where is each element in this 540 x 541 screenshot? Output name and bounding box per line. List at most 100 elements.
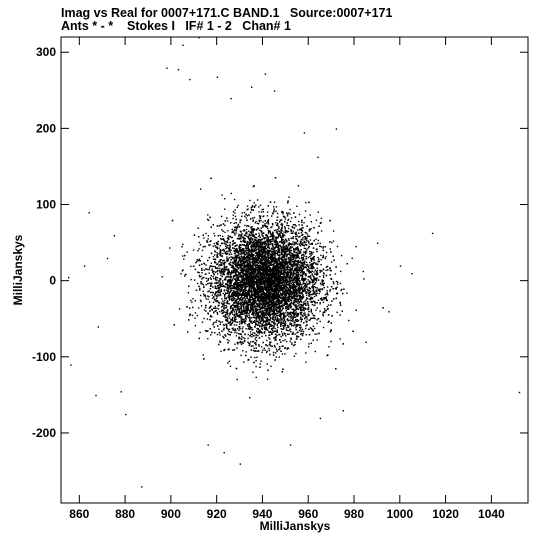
data-point-329 [210,334,212,336]
data-point-75 [261,294,264,296]
data-point-4688 [301,221,303,223]
data-point-560 [301,270,303,273]
data-point-4420 [266,378,269,380]
data-point-4858 [283,243,285,245]
data-point-524 [243,320,246,322]
data-point-1278 [213,265,215,268]
data-point-312 [281,224,284,226]
data-point-1370 [302,315,304,318]
data-point-3892 [229,284,232,287]
data-point-4968 [266,211,269,213]
data-point-807 [211,282,213,284]
data-point-497 [219,340,221,342]
data-point-1448 [220,274,222,276]
data-point-4436 [311,312,313,315]
data-point-20 [296,332,298,334]
data-point-3905 [230,264,233,266]
data-point-413 [303,236,305,238]
data-point-4150 [313,295,316,298]
data-point-3964 [262,274,264,276]
data-point-113 [316,287,318,289]
data-point-4596 [182,255,184,257]
data-point-748 [296,297,298,299]
data-point-4327 [249,258,251,261]
data-point-712 [324,257,326,260]
data-point-1349 [326,286,329,288]
data-point-4751 [242,262,244,264]
data-point-268 [235,283,238,285]
data-point-3811 [252,300,254,303]
data-point-4497 [226,281,229,284]
data-point-4078 [282,296,285,298]
data-point-951 [222,335,224,338]
data-point-4222 [247,272,250,275]
data-point-214 [274,307,276,309]
data-point-1040 [255,266,257,269]
data-point-4172 [252,349,255,352]
data-point-1434 [295,295,297,297]
data-point-1179 [235,309,237,311]
data-point-1277 [272,288,275,290]
data-point-85 [297,291,300,293]
data-point-4563 [296,257,298,259]
data-point-4980 [235,275,237,277]
data-point-1044 [265,268,268,270]
data-point-4252 [255,376,257,379]
data-point-1199 [248,256,250,258]
data-point-1365 [238,316,240,318]
data-point-4195 [232,313,234,315]
data-point-4782 [275,338,277,340]
data-point-4059 [255,334,258,336]
data-point-1261 [261,243,263,246]
data-point-603 [218,247,220,249]
data-point-3954 [293,285,296,287]
data-point-1366 [243,236,245,238]
data-point-1445 [219,280,221,282]
data-point-267 [270,272,272,274]
data-point-4266 [300,326,302,328]
data-point-1168 [262,349,264,351]
data-point-4728 [362,270,364,273]
data-point-1391 [325,256,327,258]
data-point-249 [310,271,312,274]
data-point-3882 [214,282,216,284]
data-point-1183 [319,320,321,323]
data-point-705 [268,299,271,302]
data-point-1291 [293,320,295,322]
data-point-4948 [287,262,289,264]
data-point-4398 [235,298,237,300]
data-point-3829 [263,301,265,303]
data-point-1004 [217,282,220,284]
data-point-4230 [262,306,265,308]
data-point-490 [281,211,283,213]
data-point-1087 [311,303,314,306]
data-point-4297 [289,280,291,283]
data-point-1074 [240,250,242,253]
data-point-4965 [254,338,256,340]
data-point-1077 [161,276,163,278]
data-point-3841 [298,301,300,304]
data-point-3974 [214,235,216,237]
data-point-3781 [284,347,286,350]
data-point-4180 [255,239,258,241]
data-point-4244 [305,241,307,243]
data-point-375 [269,323,271,325]
data-point-48 [284,339,286,341]
data-point-4993 [233,324,236,326]
data-point-3959 [230,331,233,334]
data-point-4136 [249,199,251,202]
data-point-1127 [227,270,229,272]
data-point-1322 [346,292,348,294]
data-point-1293 [288,196,290,198]
data-point-4941 [268,253,270,256]
data-point-261 [289,213,291,215]
data-point-818 [246,244,248,247]
data-point-764 [301,309,304,311]
data-point-4525 [324,309,327,311]
data-point-702 [294,321,296,324]
data-point-4918 [313,257,315,260]
data-point-4585 [227,258,229,260]
data-point-4622 [300,300,302,303]
data-point-4506 [207,235,210,237]
data-point-4854 [201,272,203,274]
